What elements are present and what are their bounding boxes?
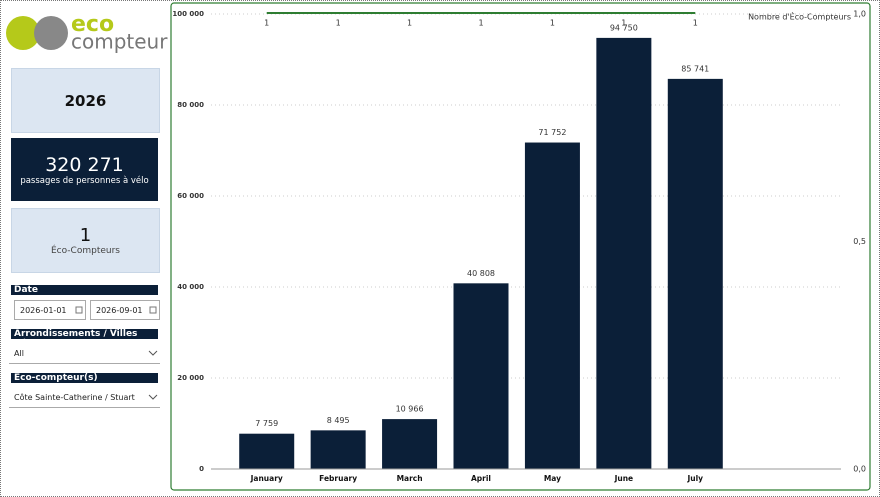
line-value-label: 1: [407, 19, 412, 28]
filter-header: Éco-compteur(s): [11, 373, 158, 383]
bar: [239, 433, 295, 469]
arrondissements-dropdown[interactable]: All: [9, 344, 160, 364]
filter-header: Arrondissements / Villes liées: [11, 329, 158, 349]
passages-card: 320 271 passages de personnes à vélo: [11, 138, 158, 201]
bar: [382, 419, 438, 469]
passages-value: 320 271: [45, 153, 124, 176]
x-tick-label: January: [250, 474, 283, 483]
x-tick-label: April: [471, 474, 491, 483]
x-tick-label: March: [397, 474, 423, 483]
bar: [524, 142, 580, 470]
date-start[interactable]: 2026-01-01: [14, 300, 86, 320]
passages-label: passages de personnes à vélo: [20, 175, 149, 186]
y2-tick-label: 0,5: [853, 237, 866, 246]
y2-tick-label: 0,0: [853, 465, 866, 474]
y-tick-label: 100 000: [172, 10, 204, 18]
line-legend: Nombre d'Éco-Compteurs: [748, 11, 851, 22]
line-value-label: 1: [264, 19, 269, 28]
logo-icon: [34, 16, 68, 50]
counters-card: 1 Éco-Compteurs: [11, 208, 160, 273]
logo-text: eco: [71, 12, 114, 37]
y-tick-label: 40 000: [177, 283, 204, 291]
compteur-dropdown[interactable]: Côte Sainte-Catherine / Stuart: [9, 388, 160, 408]
year: 2026: [64, 91, 107, 110]
counters-value: 1: [79, 225, 92, 246]
year-card: 2026: [11, 68, 160, 133]
line-value-label: 1: [693, 19, 698, 28]
line-value-label: 1: [621, 19, 626, 28]
x-tick-label: February: [319, 474, 357, 483]
chart-frame: [170, 2, 871, 491]
y-tick-label: 80 000: [177, 101, 204, 109]
date-end[interactable]: 2026-09-01: [90, 300, 160, 320]
value-label: 7 759: [255, 419, 278, 428]
y-tick-label: 60 000: [177, 192, 204, 200]
line-value-label: 1: [336, 19, 341, 28]
x-tick-label: May: [544, 474, 561, 483]
y-tick-label: 20 000: [177, 374, 204, 382]
y2-tick-label: 1,0: [853, 10, 866, 19]
value-label: 85 741: [681, 64, 709, 73]
logo-text: compteur: [71, 30, 168, 54]
bar: [453, 283, 509, 469]
x-tick-label: July: [686, 474, 703, 483]
value-label: 40 808: [467, 269, 495, 278]
bar: [667, 78, 723, 469]
bar: [310, 430, 366, 469]
counters-label: Éco-Compteurs: [51, 246, 120, 256]
value-label: 8 495: [327, 416, 350, 425]
line-value-label: 1: [478, 19, 483, 28]
value-label: 94 750: [610, 23, 638, 32]
filter-header: Date: [11, 285, 158, 295]
logo-icon: [6, 16, 40, 50]
x-tick-label: June: [614, 474, 634, 483]
bar: [596, 37, 652, 469]
logo: eco compteur: [6, 12, 168, 54]
y-tick-label: 0: [199, 465, 204, 473]
line-value-label: 1: [550, 19, 555, 28]
value-label: 71 752: [538, 128, 566, 137]
value-label: 10 966: [396, 405, 424, 414]
